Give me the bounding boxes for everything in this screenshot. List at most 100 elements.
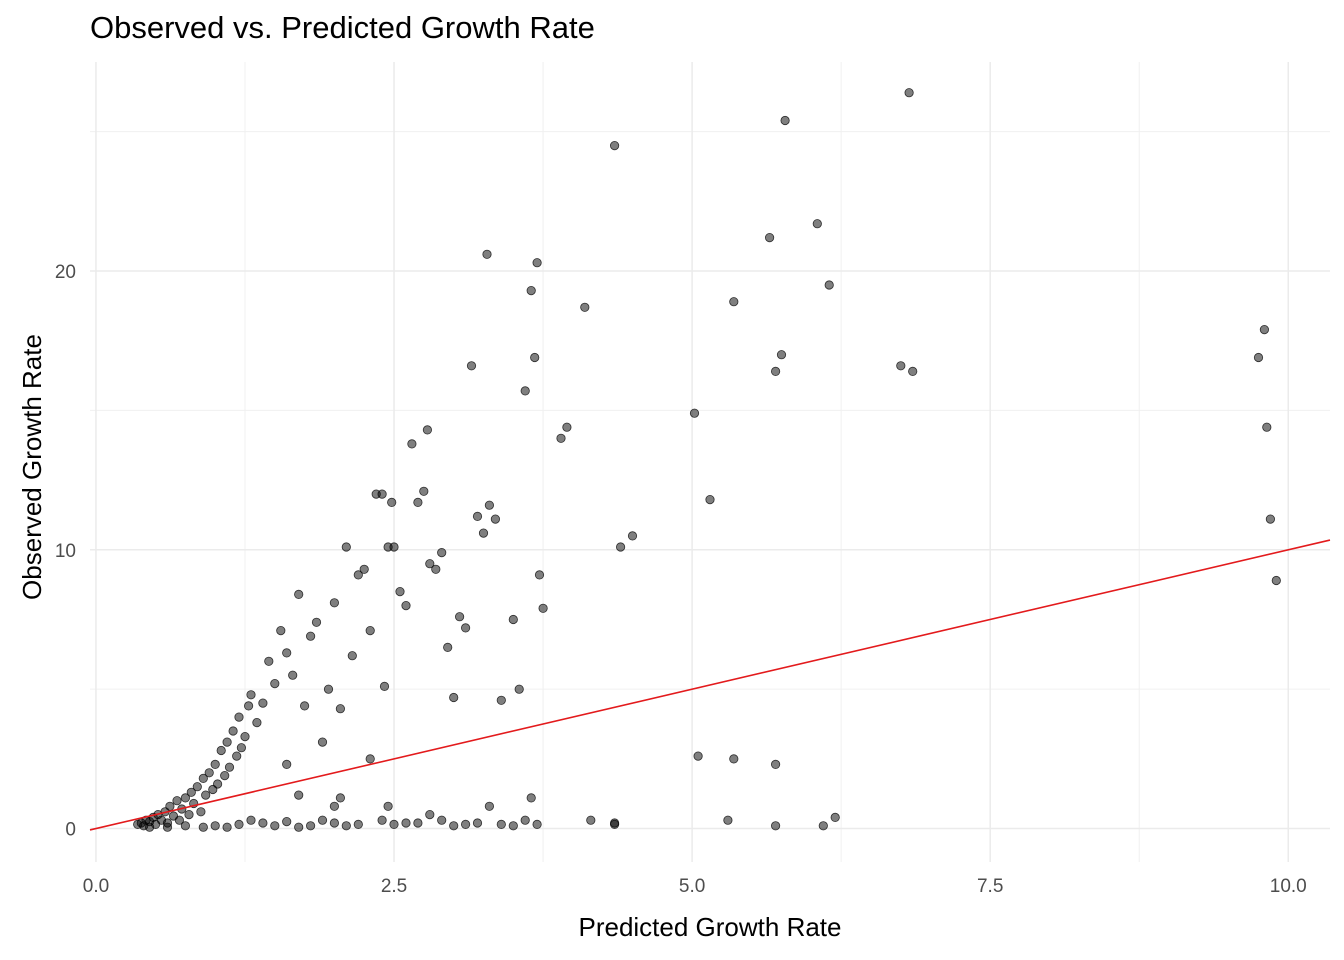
data-point	[490, 514, 500, 524]
data-point	[329, 818, 339, 828]
data-point	[609, 141, 620, 151]
data-point	[818, 821, 828, 831]
data-point	[449, 692, 459, 703]
data-point	[174, 815, 184, 825]
data-point	[165, 801, 175, 811]
data-point	[201, 790, 211, 800]
data-point	[395, 586, 405, 597]
data-point	[407, 439, 417, 449]
data-point	[1259, 324, 1270, 335]
data-point	[689, 408, 700, 418]
data-points	[133, 88, 1281, 832]
data-point	[770, 821, 781, 831]
major-grid	[90, 62, 1330, 862]
data-point	[904, 88, 914, 98]
data-point	[252, 717, 262, 728]
data-point	[530, 352, 540, 363]
x-tick-label: 0.0	[83, 876, 109, 897]
data-point	[532, 819, 542, 830]
data-point	[383, 801, 393, 811]
data-point	[896, 361, 906, 371]
data-point	[258, 698, 268, 708]
data-point	[276, 625, 286, 636]
data-point	[232, 751, 242, 761]
data-point	[184, 809, 194, 820]
x-tick-label: 10.0	[1270, 876, 1307, 897]
x-axis-title: Predicted Growth Rate	[578, 912, 842, 942]
data-point	[580, 302, 590, 312]
data-point	[520, 815, 530, 825]
data-point	[609, 819, 620, 830]
data-point	[172, 796, 182, 806]
data-point	[246, 815, 256, 825]
data-point	[353, 570, 363, 580]
data-point	[359, 564, 369, 574]
data-point	[538, 603, 548, 613]
data-point	[246, 690, 256, 700]
data-point	[472, 511, 483, 522]
data-point	[198, 773, 208, 784]
data-point	[186, 787, 196, 797]
data-point	[431, 564, 441, 574]
data-point	[311, 617, 322, 627]
data-point	[347, 651, 357, 661]
data-point	[460, 819, 471, 830]
data-point	[437, 547, 447, 558]
data-point	[705, 494, 715, 505]
data-point	[224, 762, 235, 772]
data-point	[520, 386, 530, 396]
data-point	[335, 704, 345, 714]
data-point	[210, 759, 220, 770]
data-point	[586, 815, 596, 825]
data-point	[460, 623, 471, 633]
y-tick-labels: 0 10 20	[55, 262, 76, 840]
data-point	[210, 821, 220, 831]
data-point	[1253, 352, 1264, 363]
data-point	[240, 731, 250, 742]
data-point	[288, 670, 298, 680]
data-point	[323, 684, 334, 694]
data-point	[437, 815, 447, 825]
y-tick-label: 20	[55, 262, 76, 283]
data-point	[377, 489, 387, 499]
x-tick-label: 5.0	[679, 876, 705, 897]
data-point	[353, 819, 363, 830]
data-point	[422, 425, 432, 435]
data-point	[377, 815, 387, 825]
data-point	[365, 625, 375, 636]
data-point	[228, 726, 238, 736]
data-point	[294, 822, 304, 832]
data-point	[305, 821, 316, 831]
data-point	[484, 500, 494, 510]
data-point	[532, 258, 542, 268]
data-point	[234, 819, 244, 830]
data-point	[425, 559, 435, 569]
data-point	[335, 793, 345, 803]
data-point	[222, 822, 232, 832]
data-point	[425, 809, 435, 820]
data-point	[1265, 514, 1276, 524]
data-point	[220, 770, 230, 781]
data-point	[294, 790, 304, 800]
data-point	[234, 712, 244, 722]
data-point	[341, 542, 351, 552]
data-point	[180, 821, 190, 831]
data-point	[466, 361, 477, 371]
data-point	[379, 681, 390, 692]
y-axis-title: Observed Growth Rate	[17, 334, 47, 600]
data-point	[496, 695, 506, 705]
data-point	[562, 422, 572, 432]
data-point	[294, 589, 304, 600]
data-point	[204, 768, 214, 778]
data-point	[389, 542, 399, 552]
data-point	[413, 818, 423, 828]
x-tick-label: 7.5	[977, 876, 1003, 897]
data-point	[162, 822, 173, 832]
data-point	[401, 600, 411, 611]
data-point	[472, 818, 483, 828]
y-tick-label: 10	[55, 541, 76, 562]
data-point	[534, 570, 545, 580]
data-point	[317, 737, 328, 747]
data-point	[830, 812, 840, 823]
data-point	[282, 816, 292, 827]
